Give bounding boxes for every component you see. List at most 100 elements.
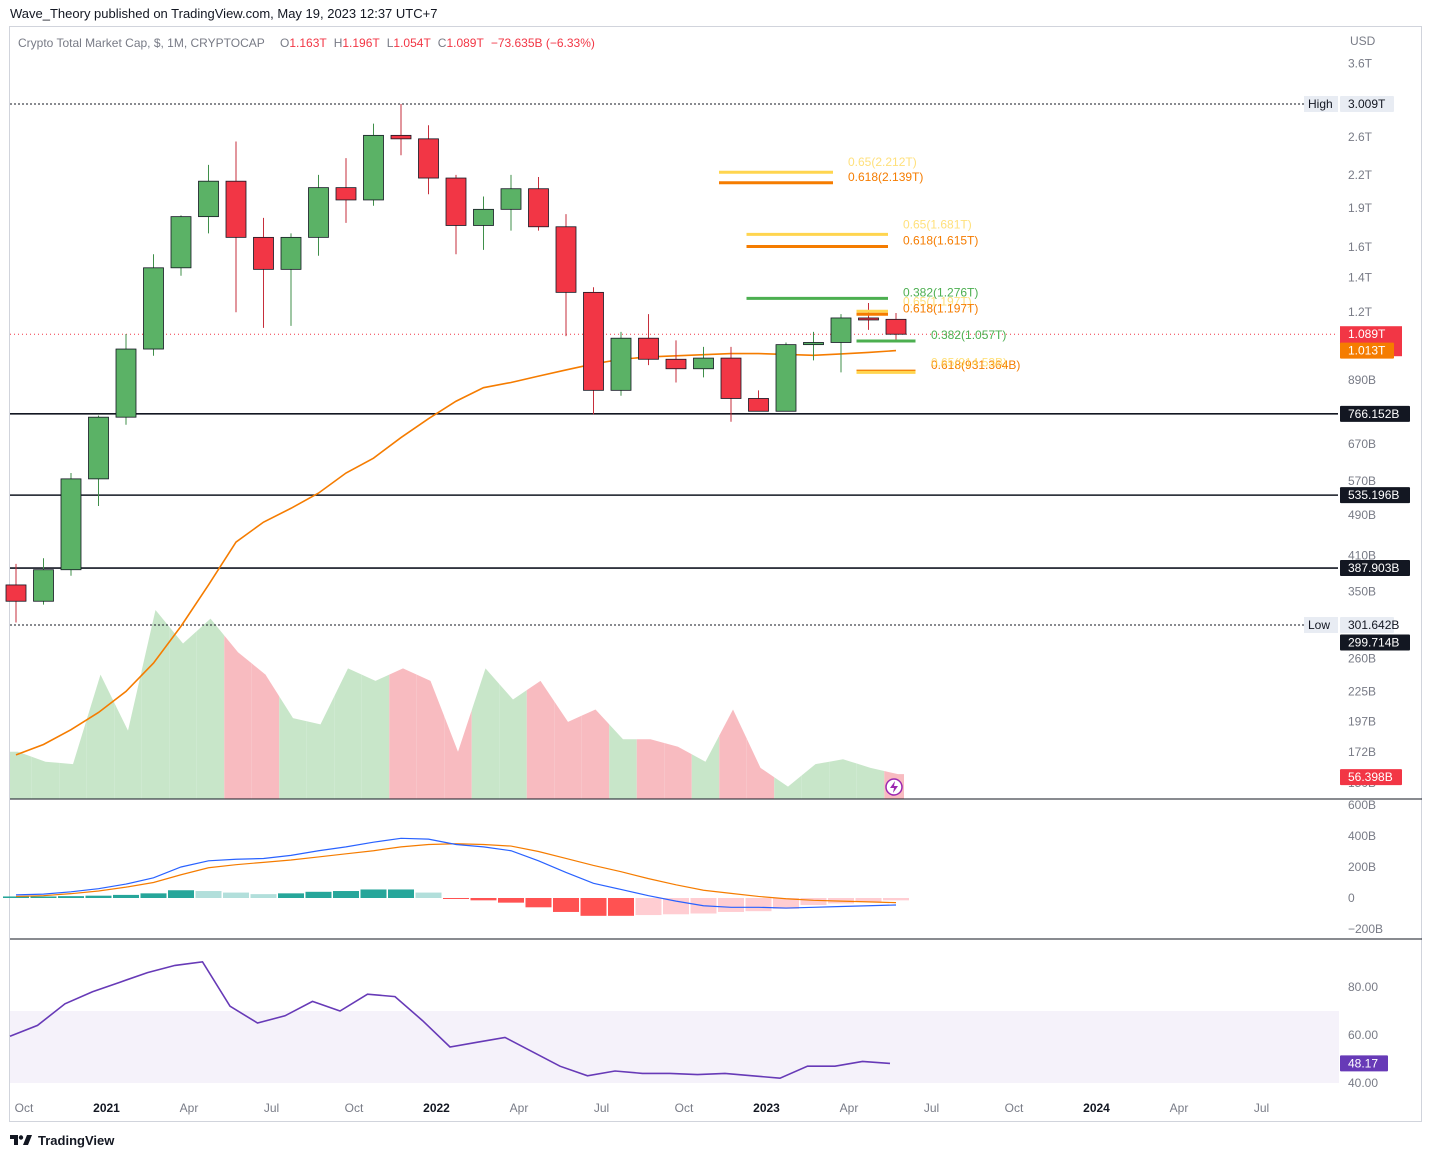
volume-area [499,683,527,799]
macd-histogram-bar [113,894,139,898]
candle-body[interactable] [803,342,824,346]
candle-body[interactable] [225,180,247,238]
candle-body[interactable] [390,134,412,140]
macd-tick-label: 600B [1348,798,1376,812]
macd-histogram-bar [415,892,442,898]
extreme-price-badge-left-text: Low [1308,618,1330,632]
volume-area [279,696,307,799]
time-axis-label: Apr [1170,1101,1189,1115]
ohlc-low: 1.054T [393,36,431,50]
volume-area [251,663,280,799]
macd-histogram-bar [223,892,249,898]
extreme-price-badge-text: 3.009T [1348,97,1386,111]
volume-area [526,680,555,799]
rsi-line [9,960,891,1080]
ohlc-high-label: H [334,36,343,50]
candle-body[interactable] [5,584,27,602]
current-price-text: 1.089T [1348,327,1386,341]
candle-body[interactable] [583,291,604,391]
candle-body[interactable] [610,337,632,391]
candle-body[interactable] [308,187,329,238]
candle-body[interactable] [665,358,687,370]
volume-area [59,719,87,799]
fib-level-label: 0.382(1.276T) [903,285,978,299]
candle-body[interactable] [418,138,439,179]
ema-price-badge-text: 1.013T [1348,344,1386,358]
tradingview-logo-icon [10,1135,32,1145]
time-axis-label: Apr [840,1101,859,1115]
price-tick-label: 2.2T [1348,168,1373,182]
extreme-price-badge: High 3.009T [1304,96,1394,112]
fib-level-label: 0.65(914.53B) [931,355,1007,369]
candle-body[interactable] [253,236,274,270]
candle-body[interactable] [500,188,522,210]
price-tick-label: 350B [1348,584,1376,598]
macd-histogram-bar [663,898,689,915]
support-price-badge: 387.903B [1340,560,1410,577]
candle-body[interactable] [528,188,549,228]
macd-histogram-bar [525,898,552,908]
price-tick-label: 1.4T [1348,270,1373,284]
volume-area [609,724,637,799]
volume-area [361,674,390,799]
candle-body[interactable] [280,236,302,270]
time-axis-label: Jul [924,1101,939,1115]
macd-histogram-bar [360,889,387,898]
candle-body[interactable] [885,318,907,335]
ohlc-close: 1.089T [446,36,484,50]
candle-body[interactable] [445,177,467,226]
macd-histogram-bar [718,898,744,912]
candle-body[interactable] [638,337,659,360]
time-axis-label: 2023 [753,1101,780,1115]
time-axis-label: Oct [15,1101,34,1115]
candle-body[interactable] [60,478,82,571]
macd-signal-line [15,843,897,904]
candle-body[interactable] [830,317,852,343]
price-tick-label: 1.2T [1348,305,1373,319]
volume-area [636,739,665,799]
chart-header: Crypto Total Market Cap, $, 1M, CRYPTOCA… [18,34,1376,50]
macd-histogram-bar [635,898,662,916]
price-tick-label: 410B [1348,548,1376,562]
price-tick-label: 260B [1348,652,1376,666]
macd-histogram-bar [305,891,332,898]
candle-body[interactable] [555,226,577,293]
macd-histogram-bar [195,891,222,898]
ema-price-badge: 1.013T [1340,342,1394,359]
alert-icon[interactable] [885,778,903,796]
volume-badge-bg [1340,769,1402,786]
candle-body[interactable] [33,569,54,602]
candle-body[interactable] [170,216,192,269]
price-tick-label: 172B [1348,745,1376,759]
fib-level-label: 0.618(2.139T) [848,170,923,184]
candle-body[interactable] [473,208,494,226]
macd-histogram-bar [800,898,827,905]
candle-body[interactable] [143,267,164,350]
rsi-badge: 48.17 [1340,1055,1388,1072]
time-axis-label: Jul [1254,1101,1269,1115]
volume-badge-text: 56.398B [1348,770,1393,784]
candle-body[interactable] [748,398,769,412]
volume-area [856,763,885,799]
candle-body[interactable] [693,357,714,370]
extreme-price-badge: Low 301.642B [1304,617,1399,633]
candle-body[interactable] [720,357,742,399]
candle-body[interactable] [775,344,797,412]
price-tick-label: 3.6T [1348,56,1373,70]
price-tick-label: 1.9T [1348,201,1373,215]
rsi-tick-label: 80.00 [1348,980,1378,994]
macd-histogram-bar [883,898,909,901]
volume-area [31,756,60,799]
candle-body[interactable] [88,416,109,480]
macd-histogram-bar [498,898,524,903]
macd-histogram-bar [168,890,194,898]
candle-body[interactable] [115,348,137,418]
candle-body[interactable] [335,187,357,201]
price-tick-label: 225B [1348,684,1376,698]
candle-body[interactable] [198,180,219,218]
candle-body[interactable] [363,134,384,201]
volume-area [554,701,582,799]
ohlc-low-label: L [387,36,394,50]
candle-body[interactable] [858,317,879,321]
